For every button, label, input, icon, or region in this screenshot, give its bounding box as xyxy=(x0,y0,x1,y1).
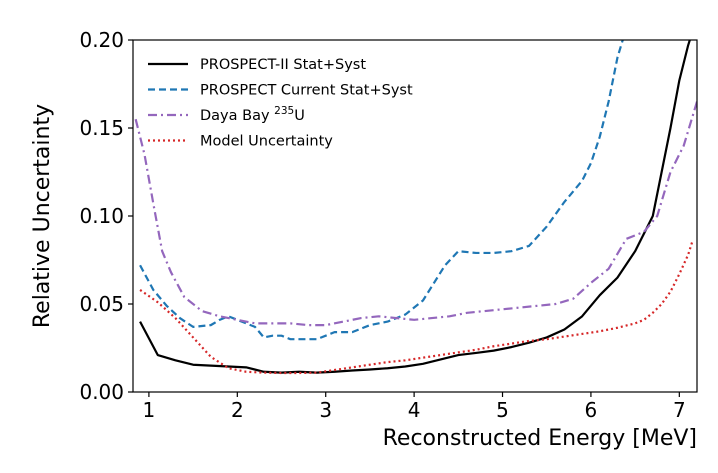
legend-label: Model Uncertainty xyxy=(200,134,333,150)
x-tick-label: 7 xyxy=(673,398,686,422)
x-tick-label: 4 xyxy=(408,398,421,422)
x-tick-label: 3 xyxy=(319,398,332,422)
x-tick-label: 1 xyxy=(143,398,156,422)
series-layer xyxy=(134,40,697,375)
y-tick-label: 0.15 xyxy=(79,116,124,140)
y-axis-label: Relative Uncertainty xyxy=(30,104,55,328)
y-tick-label: 0.00 xyxy=(79,380,124,404)
y-tick-label: 0.05 xyxy=(79,292,124,316)
legend: PROSPECT-II Stat+Syst PROSPECT Current St… xyxy=(148,57,413,150)
x-tick-label: 6 xyxy=(585,398,598,422)
series-line-2 xyxy=(139,40,624,341)
y-tick-label: 0.20 xyxy=(79,28,124,52)
series-line-3 xyxy=(134,101,697,327)
legend-label: PROSPECT Current Stat+Syst xyxy=(200,83,413,99)
x-tick-label: 2 xyxy=(231,398,244,422)
series-line-4 xyxy=(139,240,694,375)
x-tick-label: 5 xyxy=(496,398,509,422)
legend-label: PROSPECT-II Stat+Syst xyxy=(200,57,366,73)
x-axis-label: Reconstructed Energy [MeV] xyxy=(383,426,697,451)
x-axis-ticks: 1 2 3 4 5 6 7 xyxy=(143,392,686,422)
legend-label: Daya Bay 235U xyxy=(200,105,305,124)
series-line-1 xyxy=(139,40,691,374)
y-axis-ticks: 0.00 0.05 0.10 0.15 0.20 xyxy=(79,28,133,404)
y-tick-label: 0.10 xyxy=(79,204,124,228)
